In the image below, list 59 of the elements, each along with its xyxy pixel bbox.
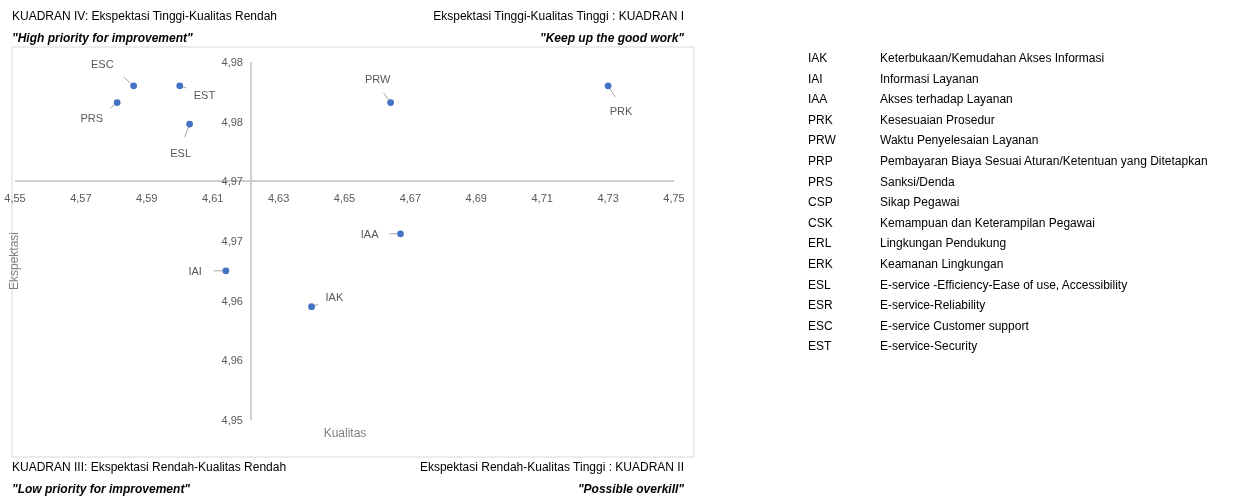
y-tick-label: 4,96	[221, 354, 243, 367]
text: Ekspektasi Tinggi-Kualitas Tinggi : KUADRAN I	[433, 9, 684, 23]
text: CSK Kemampuan dan Keterampilan Pegawai	[808, 215, 1095, 230]
text: ERK Keamanan Lingkungan	[808, 257, 1004, 271]
series-label: PRK	[609, 104, 634, 117]
text: PRK Kesesuaian Prosedur	[808, 112, 995, 127]
x-tick-label: 4,69	[465, 192, 488, 204]
x-tick-label: 4,55	[4, 192, 26, 204]
text: ESC E-service Customer support	[808, 318, 1029, 333]
y-tick-label: 4,97	[221, 175, 243, 188]
series-label: PRS	[80, 111, 104, 124]
series-label: IAI	[188, 264, 202, 277]
text: "High priority for improvement"	[12, 31, 194, 45]
text: EST E-service-Security	[808, 339, 978, 354]
series-label: ESL	[170, 147, 192, 160]
text: ERL Lingkungan Pendukung	[808, 236, 1007, 251]
text: KUADRAN III: Ekspektasi Rendah-Kualitas Rendah	[12, 460, 287, 474]
text: Ekspektasi Rendah-Kualitas Tinggi : KUADRAN II	[419, 460, 684, 474]
text: IAK Keterbukaan/Kemudahan Akses Informasi	[808, 51, 1105, 65]
series-label: PRW	[364, 72, 391, 85]
x-tick-label: 4,57	[70, 192, 92, 204]
point	[222, 267, 230, 275]
x-axis-title: Kualitas	[323, 426, 367, 440]
text: PRS Sanksi/Denda	[808, 174, 955, 189]
point	[604, 82, 612, 90]
y-tick-label: 4,98	[221, 115, 243, 128]
point	[397, 230, 404, 238]
point	[130, 82, 137, 90]
x-tick-label: 4,73	[597, 192, 619, 204]
series-label: EST	[193, 88, 216, 101]
y-tick-label: 4,96	[221, 294, 243, 307]
y-tick-label: 4,95	[221, 414, 243, 426]
text: CSP Sikap Pegawai	[808, 195, 960, 210]
point	[308, 303, 315, 311]
text: ESC	[91, 57, 114, 70]
point	[387, 99, 395, 106]
y-axis-title: Ekspektasi	[7, 231, 21, 291]
text: ESL E-service -Efficiency-Ease of use, Accessibility	[808, 277, 1128, 292]
x-tick-label: 4,71	[531, 192, 553, 204]
text: IAI Informasi Layanan	[808, 71, 979, 86]
series-label: IAK	[325, 290, 344, 303]
text: "Low priority for improvement"	[12, 482, 191, 496]
x-tick-label: 4,75	[663, 192, 685, 204]
text: "Keep up the good work"	[539, 31, 685, 45]
text: "Possible overkill"	[577, 482, 685, 496]
y-tick-label: 4,97	[221, 235, 243, 247]
x-tick-label: 4,63	[267, 192, 290, 204]
text: PRW Waktu Penyelesaian Layanan	[808, 133, 1039, 148]
series-label: IAA	[360, 227, 380, 240]
x-tick-label: 4,65	[333, 192, 356, 204]
x-tick-label: 4,67	[399, 192, 422, 204]
text: IAA Akses terhadap Layanan	[808, 92, 1013, 107]
x-tick-label: 4,61	[201, 192, 224, 204]
text: PRP Pembayaran Biaya Sesuai Aturan/Ketentuan yang Ditetapkan	[808, 154, 1208, 168]
point	[186, 120, 194, 128]
text: KUADRAN IV: Ekspektasi Tinggi-Kualitas Rendah	[12, 9, 278, 23]
y-tick-label: 4,98	[221, 56, 243, 68]
x-tick-label: 4,59	[136, 192, 158, 204]
text: ESR E-service-Reliability	[808, 298, 986, 313]
